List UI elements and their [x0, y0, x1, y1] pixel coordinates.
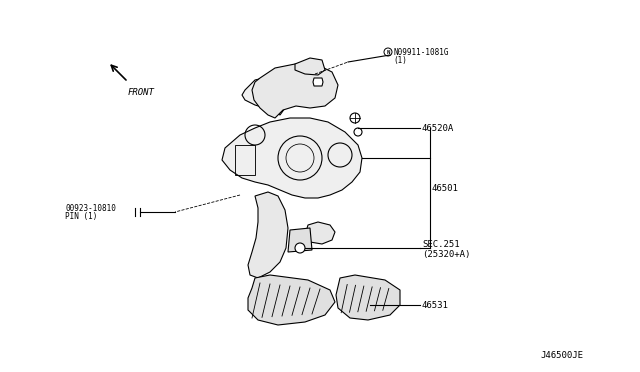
Polygon shape — [295, 58, 325, 75]
Text: (1): (1) — [393, 55, 407, 64]
Circle shape — [354, 128, 362, 136]
Polygon shape — [305, 222, 335, 244]
Text: 00923-10810: 00923-10810 — [65, 203, 116, 212]
Polygon shape — [222, 118, 362, 198]
Text: N: N — [387, 49, 390, 55]
Polygon shape — [288, 228, 312, 252]
Circle shape — [350, 113, 360, 123]
Text: SEC.251: SEC.251 — [422, 240, 460, 248]
Text: 46501: 46501 — [432, 183, 459, 192]
Polygon shape — [313, 78, 323, 86]
Polygon shape — [336, 275, 400, 320]
Text: (25320+A): (25320+A) — [422, 250, 470, 259]
Polygon shape — [248, 192, 288, 278]
Text: N09911-1081G: N09911-1081G — [393, 48, 449, 57]
Circle shape — [295, 243, 305, 253]
Polygon shape — [242, 68, 335, 115]
Text: 46531: 46531 — [422, 301, 449, 310]
Text: FRONT: FRONT — [128, 88, 155, 97]
Polygon shape — [248, 275, 335, 325]
Text: J46500JE: J46500JE — [540, 350, 583, 359]
Text: PIN (1): PIN (1) — [65, 212, 97, 221]
Text: 46520A: 46520A — [422, 124, 454, 132]
Polygon shape — [252, 64, 338, 118]
